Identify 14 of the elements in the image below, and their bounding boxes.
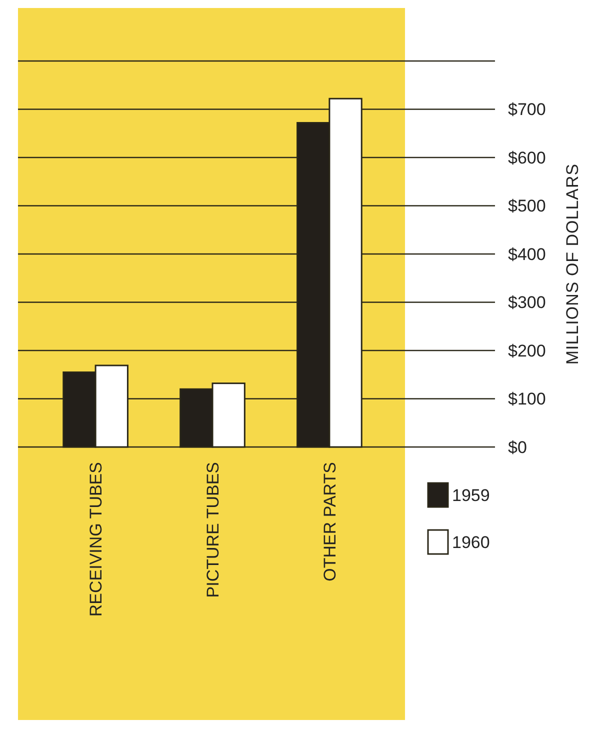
y-tick-label: $700 — [508, 100, 546, 120]
y-tick-label: $200 — [508, 341, 546, 360]
x-tick-label: OTHER PARTS — [320, 462, 340, 582]
y-tick-label: $400 — [508, 244, 546, 264]
y-axis-title: MILLIONS OF DOLLARS — [563, 163, 582, 365]
legend-label: 1959 — [452, 486, 490, 505]
x-tick-label: PICTURE TUBES — [203, 462, 222, 598]
y-tick-label: $600 — [508, 148, 546, 168]
y-tick-label: $300 — [508, 293, 546, 312]
x-tick-label: RECEIVING TUBES — [86, 462, 106, 617]
legend-label: 1960 — [452, 532, 490, 552]
y-tick-label: $0 — [508, 438, 527, 457]
y-tick-label: $100 — [508, 390, 546, 409]
y-tick-label: $500 — [508, 196, 546, 216]
